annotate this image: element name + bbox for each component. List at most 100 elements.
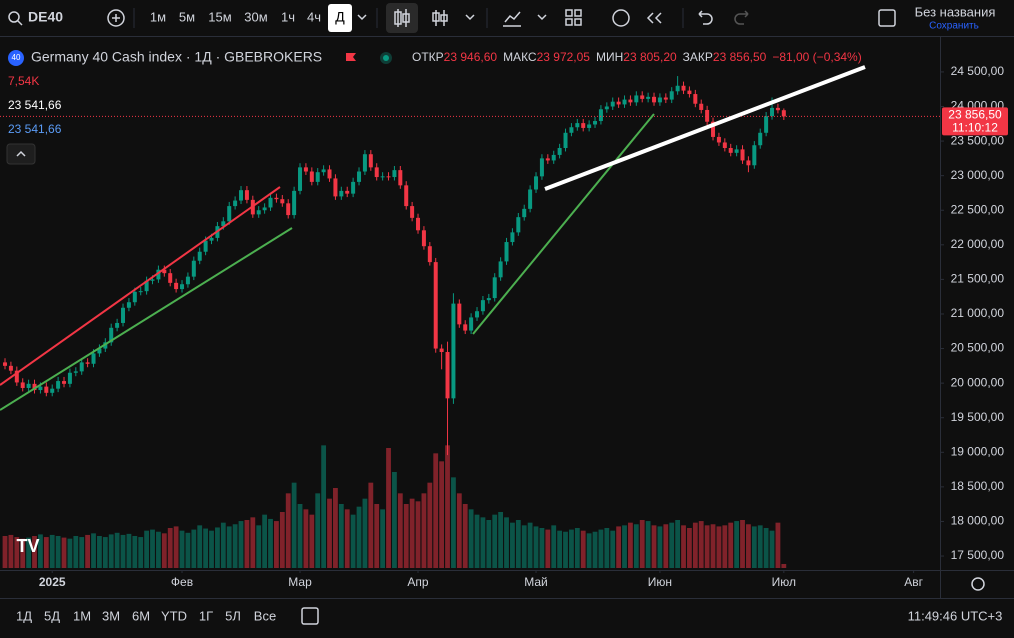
- add-symbol[interactable]: [107, 9, 125, 27]
- volume-bar: [498, 512, 504, 568]
- candle-body: [221, 221, 226, 227]
- candle-body: [463, 324, 468, 331]
- chart-type-active[interactable]: [386, 3, 418, 33]
- candle-body: [3, 362, 8, 366]
- candle-body: [640, 95, 645, 99]
- range-button[interactable]: 1Д: [16, 608, 32, 623]
- volume-bar: [43, 537, 49, 568]
- candle-body: [522, 208, 527, 218]
- candle-body: [280, 199, 285, 204]
- volume-bar: [687, 528, 692, 568]
- interval-button[interactable]: 30м: [244, 9, 267, 24]
- candle-body: [109, 327, 114, 343]
- range-button[interactable]: 6М: [132, 608, 150, 623]
- volume-bar: [604, 528, 610, 568]
- candle-body: [669, 91, 674, 100]
- range-button[interactable]: YTD: [161, 608, 187, 623]
- axes: 17 500,00 18 000,00 18 500,00 19 000,00 19 5…: [39, 64, 1008, 589]
- settings-icon[interactable]: [971, 577, 985, 591]
- range-button[interactable]: 5Л: [225, 608, 241, 623]
- layout-save-icon[interactable]: [878, 9, 896, 27]
- volume-bar: [138, 537, 144, 568]
- volume-bar: [386, 448, 391, 568]
- redo-icon[interactable]: [734, 10, 749, 25]
- top-toolbar: DE40 1м 5м 15м 30м 1ч 4ч Д Без названия Сохран…: [0, 3, 1014, 37]
- volume-bar: [279, 512, 285, 568]
- interval-button[interactable]: 5м: [179, 9, 195, 24]
- collapse-button[interactable]: [6, 143, 36, 165]
- interval-button[interactable]: 1м: [150, 9, 166, 24]
- volume-bar: [156, 531, 161, 568]
- drawings: [0, 65, 866, 411]
- candle-body: [274, 197, 279, 200]
- candle-body: [298, 167, 303, 191]
- candle-body: [551, 154, 556, 161]
- volume-bar: [527, 522, 533, 568]
- volume-bar: [633, 524, 639, 568]
- candle-body: [416, 217, 421, 231]
- candle-body: [262, 207, 267, 211]
- interval-dropdown[interactable]: [357, 14, 367, 21]
- candle-body: [132, 291, 137, 303]
- volume-bar: [38, 534, 43, 568]
- range-button[interactable]: 1Г: [199, 608, 213, 623]
- dropdown[interactable]: [537, 14, 547, 21]
- alert-icon[interactable]: [612, 9, 630, 27]
- dropdown[interactable]: [465, 14, 475, 21]
- interval-button[interactable]: 1ч: [281, 9, 295, 24]
- legend-value: 23 972,05: [537, 50, 591, 64]
- y-tick-label: 22 500,00: [951, 202, 1005, 216]
- volume-bar: [409, 498, 415, 568]
- tv-logo[interactable]: TV: [16, 536, 39, 556]
- candle-body: [85, 362, 90, 364]
- range-button[interactable]: Все: [254, 608, 276, 623]
- trend-line[interactable]: [472, 113, 655, 335]
- volume-bar: [244, 520, 250, 568]
- replay-icon[interactable]: [646, 12, 662, 24]
- footer-toolbar: 1Д 5Д 1М 3М 6М YTD 1Г 5Л Все: [16, 608, 276, 623]
- layout-icon[interactable]: [565, 9, 573, 17]
- status-dot: [383, 55, 389, 61]
- interval-button[interactable]: 4ч: [307, 9, 321, 24]
- bars-icon[interactable]: [432, 10, 448, 26]
- y-tick-label: 17 500,00: [951, 548, 1005, 562]
- trend-line[interactable]: [0, 227, 293, 411]
- volume-bar: [669, 522, 675, 568]
- candle-body: [203, 240, 208, 252]
- date-range-icon[interactable]: [301, 607, 319, 625]
- x-tick-label: Май: [524, 575, 548, 589]
- candle-body: [593, 121, 598, 125]
- volume-bar: [197, 525, 203, 568]
- candle-body: [268, 197, 273, 208]
- symbol[interactable]: DE40: [28, 9, 63, 25]
- volume-bar: [179, 530, 185, 568]
- chart-legend: 40 Germany 40 Cash index · 1Д · GBEBROKE…: [6, 49, 862, 556]
- interval-button[interactable]: 15м: [208, 9, 231, 24]
- candle-body: [663, 97, 668, 100]
- volume-bar: [746, 524, 751, 568]
- layout-icon: [574, 18, 582, 26]
- candle-body: [569, 127, 574, 133]
- volume-bar: [751, 526, 757, 568]
- range-button[interactable]: 1М: [73, 608, 91, 623]
- volume-bar: [769, 530, 775, 568]
- candle-body: [699, 103, 704, 110]
- volume-bar: [474, 514, 480, 568]
- volume-bar: [551, 525, 557, 568]
- candle-body: [510, 232, 515, 243]
- candle-body: [150, 279, 155, 281]
- save-button[interactable]: Сохранить: [929, 21, 979, 32]
- layout-name[interactable]: Без названия: [915, 4, 996, 19]
- interval-button[interactable]: Д: [335, 9, 345, 25]
- flag-icon[interactable]: [346, 53, 356, 61]
- range-button[interactable]: 3М: [102, 608, 120, 623]
- indicators-icon[interactable]: [503, 11, 521, 27]
- search-icon[interactable]: [8, 11, 20, 23]
- range-button[interactable]: 5Д: [44, 608, 60, 623]
- chart-title[interactable]: Germany 40 Cash index · 1Д · GBEBROKERS: [31, 49, 322, 65]
- trend-line[interactable]: [0, 186, 281, 386]
- y-tick-label: 24 500,00: [951, 64, 1005, 78]
- candle-body: [740, 149, 745, 161]
- undo-icon[interactable]: [698, 10, 713, 25]
- trend-line[interactable]: [544, 65, 866, 191]
